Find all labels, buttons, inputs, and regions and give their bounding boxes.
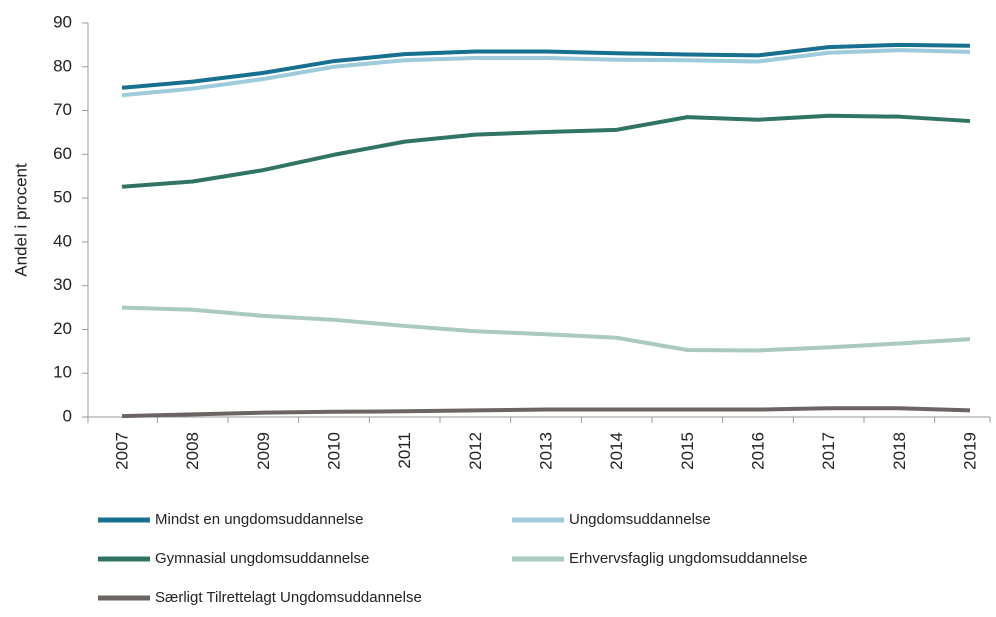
x-tick-label: 2011 bbox=[395, 432, 414, 469]
x-tick-label: 2014 bbox=[607, 432, 626, 470]
x-tick-label: 2019 bbox=[960, 432, 979, 470]
y-axis-label: Andel i procent bbox=[11, 163, 30, 277]
x-tick-label: 2018 bbox=[890, 432, 909, 470]
x-tick-label: 2013 bbox=[536, 432, 555, 470]
legend-label: Særligt Tilrettelagt Ungdomsuddannelse bbox=[155, 589, 422, 606]
y-tick-label: 80 bbox=[53, 56, 72, 75]
legend-label: Ungdomsuddannelse bbox=[569, 511, 711, 528]
x-tick-label: 2016 bbox=[748, 432, 767, 470]
y-tick-label: 10 bbox=[53, 363, 72, 382]
series-line bbox=[121, 305, 971, 353]
series-line bbox=[121, 48, 971, 98]
series-line bbox=[121, 113, 971, 189]
y-tick-label: 50 bbox=[53, 188, 72, 207]
y-tick-label: 60 bbox=[53, 144, 72, 163]
y-tick-label: 90 bbox=[53, 12, 72, 31]
x-tick-label: 2007 bbox=[112, 432, 131, 470]
x-tick-label: 2010 bbox=[324, 432, 343, 470]
legend-label: Mindst en ungdomsuddannelse bbox=[155, 511, 363, 528]
y-tick-label: 40 bbox=[53, 231, 72, 250]
y-tick-label: 0 bbox=[63, 406, 72, 425]
x-tick-label: 2017 bbox=[819, 432, 838, 470]
y-tick-label: 20 bbox=[53, 319, 72, 338]
y-tick-label: 70 bbox=[53, 100, 72, 119]
y-tick-label: 30 bbox=[53, 275, 72, 294]
x-tick-label: 2012 bbox=[466, 432, 485, 470]
legend-label: Erhvervsfaglig ungdomsuddannelse bbox=[569, 550, 807, 567]
x-tick-label: 2008 bbox=[183, 432, 202, 470]
x-tick-label: 2009 bbox=[254, 432, 273, 470]
series-line bbox=[121, 42, 971, 90]
series-line bbox=[121, 406, 971, 419]
legend-label: Gymnasial ungdomsuddannelse bbox=[155, 550, 369, 567]
x-tick-label: 2015 bbox=[678, 432, 697, 470]
